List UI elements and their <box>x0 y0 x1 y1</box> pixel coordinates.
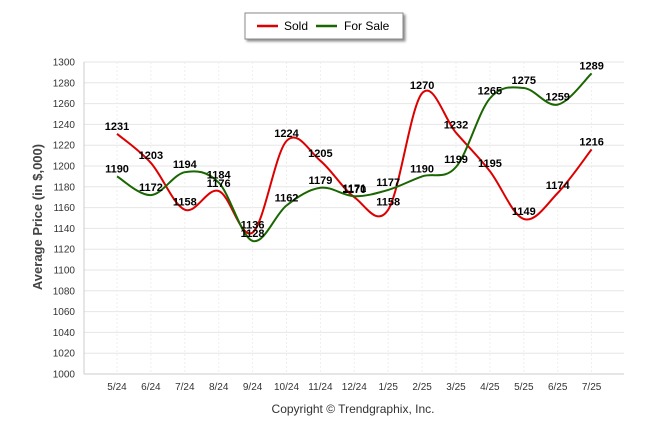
data-label-for-sale: 1184 <box>207 170 232 182</box>
y-tick-label: 1000 <box>53 370 76 381</box>
data-label-for-sale: 1190 <box>105 163 129 175</box>
data-label-for-sale: 1179 <box>308 175 332 187</box>
data-label-sold: 1195 <box>478 158 502 170</box>
y-tick-label: 1080 <box>53 286 76 297</box>
data-labels: 1231 1203 1158 1176 1136 1224 1205 1170 1158 1270… <box>105 60 604 239</box>
y-axis-label: Average Price (in $,000) <box>30 144 45 290</box>
y-tick-label: 1100 <box>53 266 75 277</box>
data-label-sold: 1203 <box>139 150 163 162</box>
y-tick-label: 1160 <box>53 203 75 214</box>
x-tick-label: 7/24 <box>175 382 195 393</box>
y-tick-labels: 1000 1020 1040 1060 1080 1100 1120 1140 1160 1180… <box>53 58 76 381</box>
data-label-sold: 1270 <box>410 80 434 92</box>
data-label-for-sale: 1190 <box>410 163 434 175</box>
x-tick-label: 6/25 <box>548 382 568 393</box>
x-tick-label: 10/24 <box>274 382 299 393</box>
y-tick-label: 1260 <box>53 99 76 110</box>
y-tick-label: 1200 <box>53 162 76 173</box>
data-label-sold: 1158 <box>173 197 197 209</box>
x-tick-label: 11/24 <box>308 382 333 393</box>
data-label-for-sale: 1259 <box>545 92 569 104</box>
legend-label-for-sale: For Sale <box>344 19 390 33</box>
y-tick-label: 1240 <box>53 120 76 131</box>
x-tick-label: 5/25 <box>514 382 534 393</box>
x-tick-label: 9/24 <box>243 382 263 393</box>
data-label-for-sale: 1199 <box>444 154 468 166</box>
x-tick-label: 6/24 <box>141 382 161 393</box>
x-tick-label: 2/25 <box>412 382 432 393</box>
data-label-for-sale: 1162 <box>275 193 299 205</box>
data-label-sold: 1136 <box>241 220 265 232</box>
y-tick-label: 1020 <box>53 349 76 360</box>
data-label-sold: 1216 <box>579 136 603 148</box>
data-label-for-sale: 1171 <box>342 183 366 195</box>
legend-label-sold: Sold <box>284 19 308 33</box>
data-label-sold: 1174 <box>546 180 571 192</box>
data-label-for-sale: 1128 <box>241 228 265 240</box>
y-tick-label: 1300 <box>53 58 76 69</box>
series-line-sold <box>116 89 593 235</box>
data-label-sold: 1176 <box>207 178 231 190</box>
data-label-sold: 1224 <box>274 128 299 140</box>
data-label-sold: 1231 <box>105 121 129 133</box>
data-label-for-sale: 1172 <box>139 182 163 194</box>
y-tick-label: 1220 <box>53 141 76 152</box>
y-tick-label: 1180 <box>53 182 75 193</box>
x-tick-label: 8/24 <box>209 382 229 393</box>
x-tick-label: 4/25 <box>480 382 500 393</box>
y-tick-label: 1040 <box>53 328 76 339</box>
data-label-sold: 1232 <box>444 120 468 132</box>
copyright-credit: Copyright © Trendgraphix, Inc. <box>272 402 435 416</box>
data-label-for-sale: 1289 <box>579 60 603 72</box>
y-tick-label: 1120 <box>53 245 75 256</box>
x-tick-label: 12/24 <box>342 382 367 393</box>
data-label-sold: 1205 <box>308 148 332 160</box>
data-label-for-sale: 1177 <box>376 177 400 189</box>
data-label-sold: 1158 <box>376 197 400 209</box>
y-tick-label: 1280 <box>53 78 76 89</box>
series-line-for-sale <box>116 72 593 242</box>
y-tick-label: 1060 <box>53 307 76 318</box>
x-tick-labels: 5/24 6/24 7/24 8/24 9/24 10/24 11/24 12/24 1/25 2… <box>107 382 602 393</box>
data-label-sold: 1149 <box>512 206 536 218</box>
x-tick-label: 3/25 <box>446 382 466 393</box>
x-tick-label: 1/25 <box>378 382 398 393</box>
data-label-for-sale: 1194 <box>173 159 198 171</box>
legend: Sold For Sale <box>244 12 404 40</box>
series-lines <box>116 72 593 242</box>
grid <box>83 61 624 375</box>
y-tick-label: 1140 <box>53 224 75 235</box>
x-tick-label: 7/25 <box>582 382 602 393</box>
x-tick-label: 5/24 <box>107 382 127 393</box>
data-label-for-sale: 1265 <box>478 85 502 97</box>
data-label-sold: 1170 <box>342 184 366 196</box>
data-label-for-sale: 1275 <box>512 75 536 87</box>
